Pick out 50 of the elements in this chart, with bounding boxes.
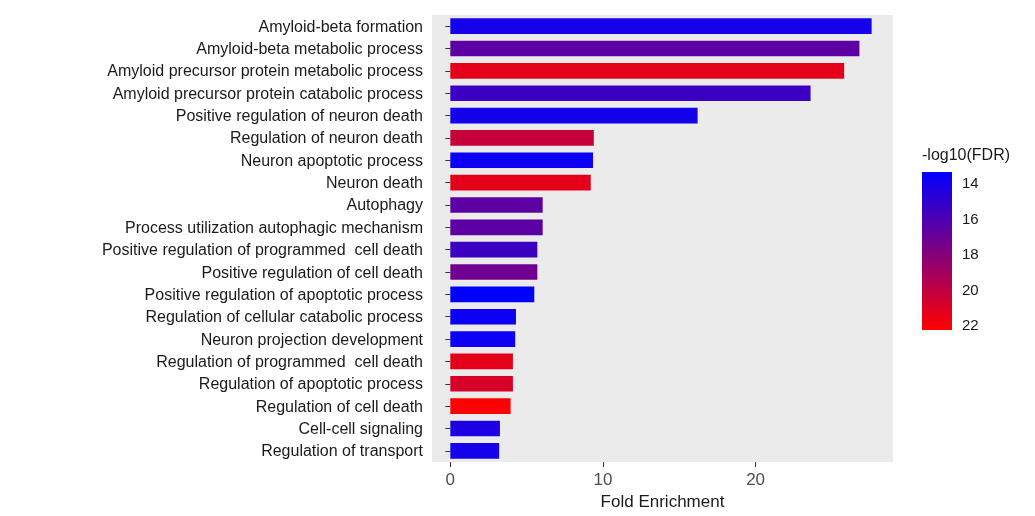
y-tick-label: Regulation of programmed cell death (156, 352, 423, 370)
bar (450, 174, 591, 191)
y-tick-label: Regulation of cellular catabolic process (145, 308, 423, 326)
bar (450, 353, 513, 370)
bar (450, 398, 511, 414)
color-bar-label: 16 (962, 209, 979, 227)
bar (450, 308, 516, 325)
y-tick-label: Amyloid-beta formation (258, 17, 423, 35)
bar (450, 107, 698, 124)
y-tick-label: Amyloid precursor protein metabolic process (107, 62, 423, 80)
bar (450, 443, 500, 459)
y-tick-label: Regulation of transport (261, 442, 424, 460)
color-bar-label: 14 (962, 174, 979, 192)
x-tick-label: 10 (593, 470, 613, 489)
color-bar-title: -log10(FDR) (922, 145, 1011, 163)
y-tick-label: Autophagy (346, 196, 423, 214)
y-tick-label: Neuron death (326, 174, 423, 192)
bar (450, 63, 845, 79)
y-tick-label: Amyloid-beta metabolic process (196, 40, 423, 58)
x-axis-title: Fold Enrichment (600, 491, 725, 511)
bar (450, 264, 538, 280)
y-tick-label: Neuron apoptotic process (240, 151, 423, 169)
y-tick-label: Amyloid precursor protein catabolic process (112, 84, 423, 102)
bar (450, 241, 538, 258)
color-bar-label: 18 (962, 245, 979, 263)
y-tick-label: Neuron projection development (200, 330, 424, 348)
color-bar-label: 20 (962, 280, 979, 298)
bar (450, 18, 872, 34)
y-tick-label: Positive regulation of programmed cell death (101, 241, 423, 259)
bar (450, 152, 594, 169)
y-tick-label: Process utilization autophagic mechanism (125, 218, 423, 236)
x-tick-label: 0 (445, 470, 456, 489)
y-tick-label: Positive regulation of cell death (201, 263, 423, 281)
bar (450, 130, 594, 146)
y-tick-label: Regulation of neuron death (229, 129, 423, 147)
y-tick-label: Regulation of cell death (255, 397, 423, 415)
color-bar-label: 22 (962, 316, 979, 334)
y-tick-label: Regulation of apoptotic process (198, 375, 423, 393)
bar (450, 197, 543, 213)
bar (450, 85, 811, 102)
bar (450, 420, 500, 437)
bar (450, 375, 513, 392)
bar (450, 331, 516, 347)
x-tick-label: 20 (746, 470, 766, 489)
y-tick-label: Positive regulation of apoptotic process (144, 285, 423, 303)
bar (450, 219, 543, 236)
y-tick-label: Positive regulation of neuron death (175, 107, 423, 125)
bar (450, 286, 535, 303)
y-tick-label: Cell-cell signaling (298, 419, 423, 437)
bar (450, 40, 860, 57)
